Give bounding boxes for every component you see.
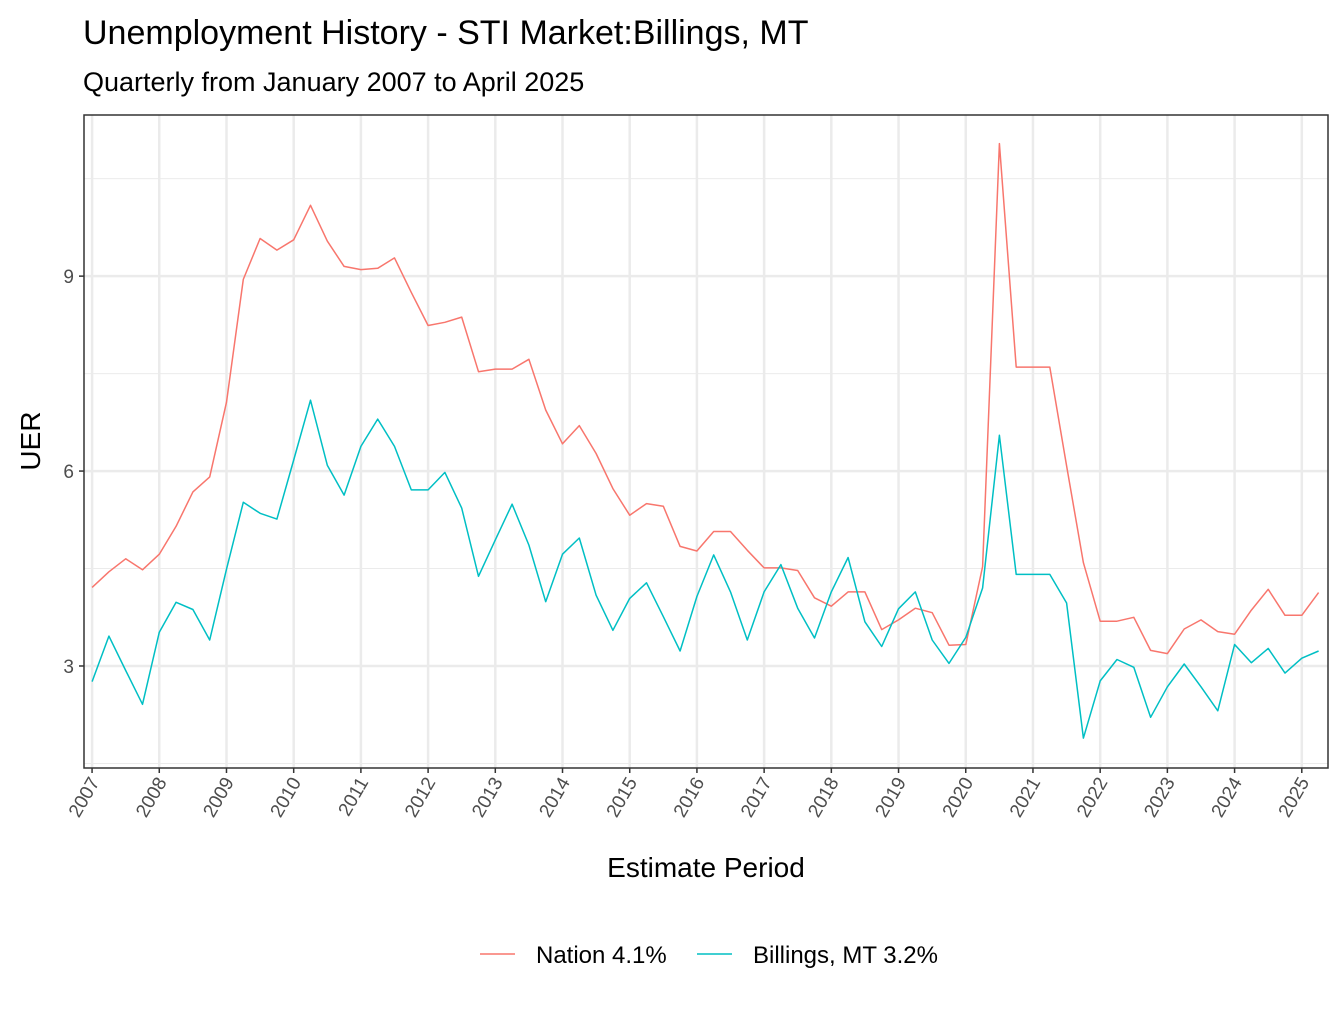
series-lines [91, 142, 1320, 739]
x-tick-label: 2022 [1073, 774, 1112, 821]
x-tick-label: 2016 [670, 774, 709, 821]
x-tick-label: 2012 [401, 774, 440, 821]
x-tick-label: 2008 [132, 774, 171, 821]
series-line-nation [91, 142, 1320, 655]
x-tick-label: 2021 [1006, 774, 1045, 821]
x-tick-label: 2017 [737, 774, 776, 821]
y-tick-label: 9 [63, 267, 74, 288]
x-tick-label: 2015 [603, 774, 642, 821]
y-axis-title: UER [15, 411, 46, 470]
chart-title: Unemployment History - STI Market:Billin… [83, 14, 809, 52]
y-axis: 3 6 9 [63, 267, 84, 678]
x-axis: 2007 2008 2009 2010 2011 2012 2013 2014 2015 2016… [65, 768, 1314, 821]
grid-lines [84, 115, 1328, 768]
plot-panel-border [83, 114, 1329, 769]
x-tick-label: 2019 [872, 774, 911, 821]
legend: Nation 4.1% Billings, MT 3.2% [480, 942, 938, 969]
series-line-billings [91, 399, 1319, 739]
y-tick-label: 3 [63, 657, 74, 678]
x-tick-label: 2013 [468, 774, 507, 821]
legend-label-nation: Nation 4.1% [536, 942, 667, 969]
x-tick-label: 2011 [335, 774, 374, 820]
x-tick-label: 2014 [536, 774, 576, 821]
x-tick-label: 2025 [1275, 774, 1314, 821]
x-tick-label: 2009 [199, 774, 238, 821]
x-tick-label: 2007 [65, 774, 104, 821]
x-tick-label: 2020 [939, 774, 978, 821]
x-tick-label: 2010 [267, 774, 306, 821]
x-tick-label: 2024 [1208, 774, 1248, 821]
chart-subtitle: Quarterly from January 2007 to April 202… [83, 67, 584, 97]
x-tick-label: 2023 [1140, 774, 1179, 821]
legend-label-billings: Billings, MT 3.2% [753, 942, 938, 969]
y-tick-label: 6 [63, 462, 74, 483]
x-axis-title: Estimate Period [607, 852, 805, 883]
x-tick-label: 2018 [804, 774, 843, 821]
